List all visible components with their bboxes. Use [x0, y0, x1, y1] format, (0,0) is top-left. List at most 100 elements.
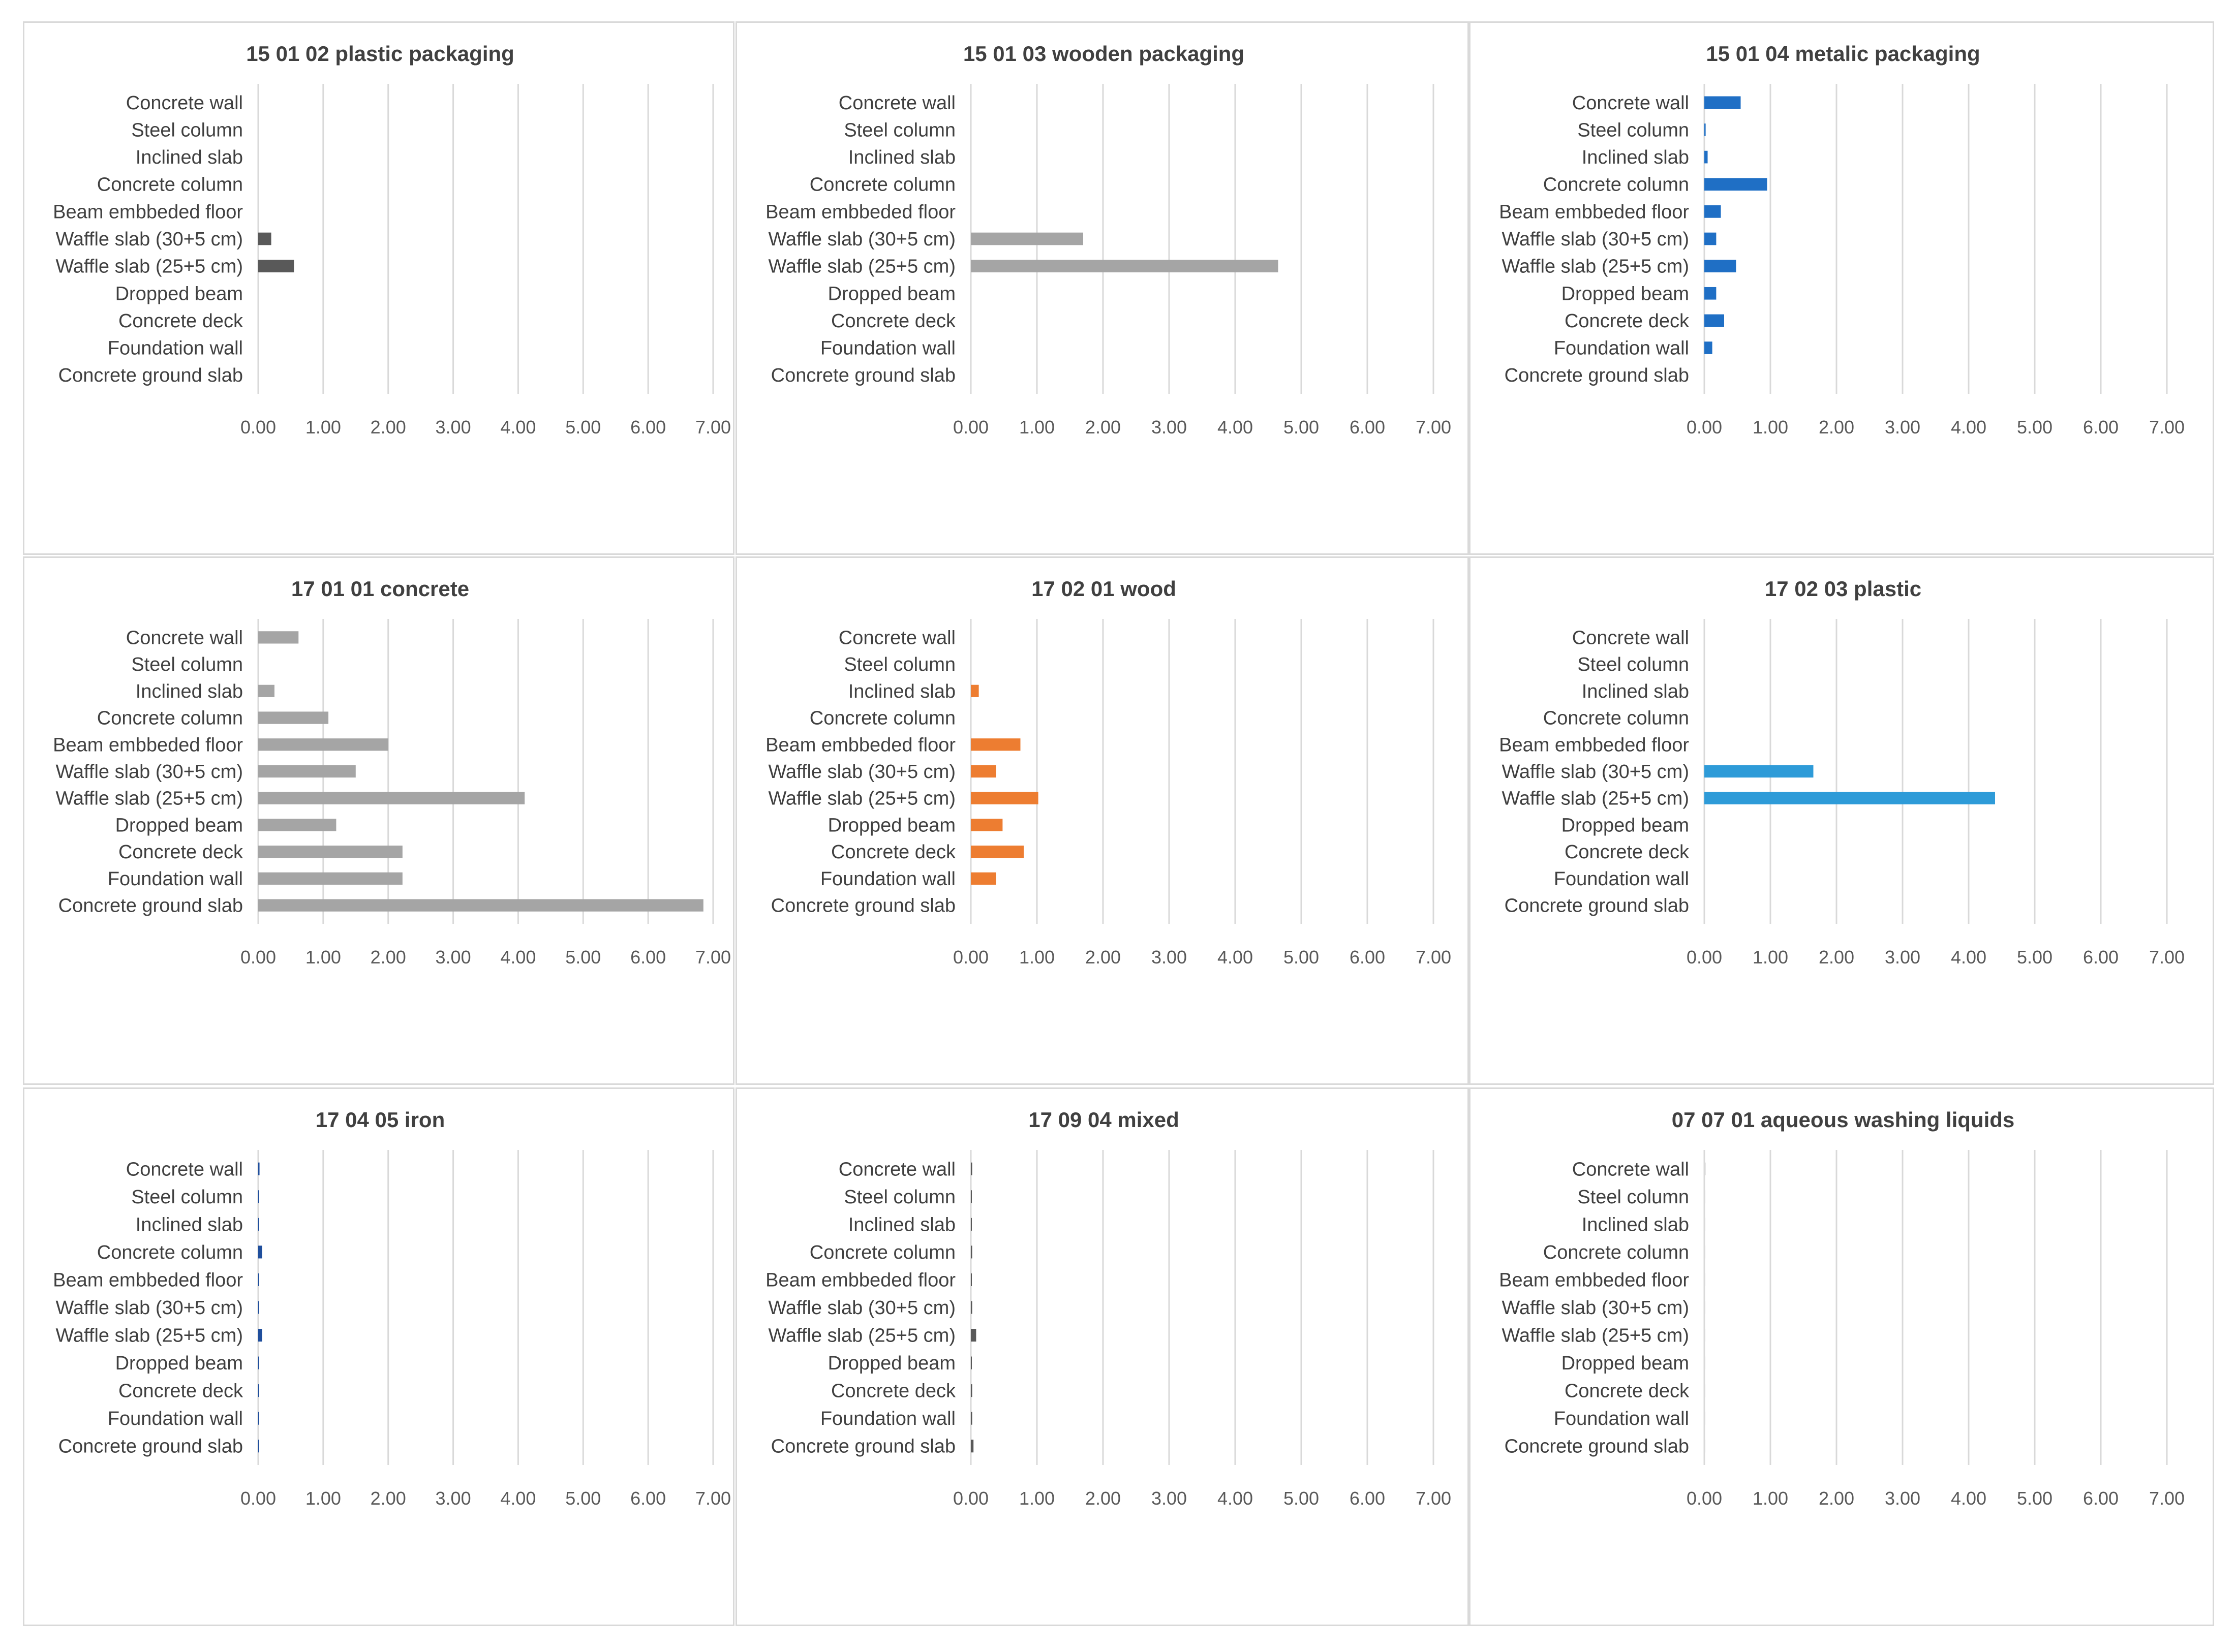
category-label: Waffle slab (25+5 cm) [55, 256, 243, 277]
x-tick-label: 0.00 [240, 947, 276, 968]
category-label: Concrete deck [831, 841, 956, 863]
category-label: Waffle slab (30+5 cm) [768, 761, 956, 783]
x-tick-label: 1.00 [1019, 1488, 1055, 1509]
bar [1704, 1190, 1705, 1203]
category-label: Waffle slab (25+5 cm) [1502, 788, 1689, 809]
category-label: Foundation wall [108, 868, 243, 890]
x-tick-label: 3.00 [1151, 1488, 1187, 1509]
category-label: Dropped beam [828, 1353, 956, 1374]
x-tick-label: 2.00 [1819, 947, 1854, 968]
category-label: Concrete ground slab [58, 1436, 243, 1457]
category-label: Steel column [844, 119, 956, 141]
bar-chart-svg: 15 01 02 plastic packaging Concrete wall S… [53, 42, 731, 438]
category-label: Steel column [131, 654, 243, 675]
bar [258, 684, 274, 697]
x-tick-label: 1.00 [1753, 1488, 1788, 1509]
x-tick-label: 4.00 [500, 417, 536, 438]
chart-panel-2: 15 01 03 wooden packaging Concrete wall St… [736, 21, 1469, 555]
category-label: Concrete column [97, 174, 243, 196]
category-label: Steel column [131, 1187, 243, 1208]
bar [1704, 1245, 1705, 1259]
category-label: Foundation wall [820, 1408, 956, 1429]
category-label: Steel column [1577, 654, 1689, 675]
x-tick-label: 7.00 [695, 417, 731, 438]
bar [971, 872, 996, 885]
bar [258, 1412, 259, 1425]
bar-chart-svg: 17 01 01 concrete Concrete wall Steel colu… [53, 577, 731, 968]
x-tick-label: 7.00 [695, 947, 731, 968]
chart-panel-1: 15 01 02 plastic packaging Concrete wall S… [23, 21, 734, 555]
category-label: Waffle slab (30+5 cm) [1502, 1297, 1689, 1319]
category-label: Concrete deck [831, 1381, 956, 1402]
bar [971, 1329, 976, 1342]
category-label: Concrete wall [1572, 627, 1689, 648]
x-tick-label: 5.00 [565, 417, 601, 438]
x-tick-label: 5.00 [1283, 1488, 1319, 1509]
bar [971, 1218, 972, 1231]
x-tick-label: 6.00 [2083, 417, 2119, 438]
category-label: Waffle slab (30+5 cm) [1502, 229, 1689, 250]
category-label: Beam embbeded floor [765, 1269, 956, 1291]
category-label: Beam embbeded floor [1499, 201, 1689, 223]
category-label: Concrete wall [839, 627, 956, 648]
category-label: Foundation wall [1554, 1408, 1689, 1429]
category-label: Beam embbeded floor [53, 201, 243, 223]
category-label: Foundation wall [820, 868, 956, 890]
x-tick-label: 5.00 [1283, 947, 1319, 968]
bar [1704, 341, 1712, 354]
chart-title: 15 01 03 wooden packaging [963, 42, 1244, 66]
bar-chart-svg: 17 09 04 mixed Concrete wall Steel column I… [765, 1108, 1451, 1509]
chart-title: 07 07 01 aqueous washing liquids [1672, 1108, 2015, 1132]
chart-title: 17 09 04 mixed [1028, 1108, 1179, 1132]
x-tick-label: 2.00 [371, 1488, 406, 1509]
x-tick-label: 1.00 [305, 947, 341, 968]
bar [971, 738, 1021, 751]
category-label: Concrete ground slab [771, 1436, 956, 1457]
category-label: Inclined slab [1582, 681, 1689, 702]
x-tick-label: 0.00 [1687, 417, 1722, 438]
x-tick-label: 0.00 [1687, 1488, 1722, 1509]
x-tick-label: 2.00 [371, 417, 406, 438]
x-tick-label: 4.00 [1217, 417, 1253, 438]
x-tick-label: 6.00 [630, 947, 666, 968]
x-tick-label: 4.00 [1217, 947, 1253, 968]
x-tick-label: 5.00 [1283, 417, 1319, 438]
x-tick-label: 3.00 [1885, 417, 1920, 438]
category-label: Waffle slab (25+5 cm) [1502, 256, 1689, 277]
bar [258, 846, 403, 858]
category-label: Inclined slab [848, 1214, 956, 1235]
x-tick-label: 5.00 [565, 947, 601, 968]
x-tick-label: 3.00 [1151, 417, 1187, 438]
x-tick-label: 3.00 [1885, 947, 1920, 968]
category-label: Steel column [844, 654, 956, 675]
x-tick-label: 6.00 [630, 417, 666, 438]
category-label: Concrete ground slab [1505, 365, 1689, 386]
category-label: Beam embbeded floor [53, 1269, 243, 1291]
x-tick-label: 1.00 [1753, 947, 1788, 968]
bar [971, 1412, 972, 1425]
category-label: Concrete column [810, 174, 956, 196]
chart-title: 17 02 03 plastic [1765, 577, 1921, 601]
category-label: Beam embbeded floor [765, 734, 956, 756]
bar [1704, 1162, 1706, 1175]
x-tick-label: 0.00 [1687, 947, 1722, 968]
x-tick-label: 6.00 [1350, 417, 1385, 438]
bar [258, 819, 336, 831]
category-label: Concrete column [1543, 174, 1689, 196]
x-tick-label: 4.00 [500, 1488, 536, 1509]
category-label: Concrete wall [126, 92, 243, 114]
category-label: Concrete column [97, 1242, 243, 1263]
category-label: Foundation wall [108, 338, 243, 359]
chart-title: 17 04 05 iron [316, 1108, 445, 1132]
bar [971, 792, 1038, 804]
bar [258, 1218, 259, 1231]
category-label: Beam embbeded floor [1499, 1269, 1689, 1291]
category-label: Steel column [131, 119, 243, 141]
category-label: Concrete column [810, 708, 956, 729]
category-label: Steel column [1577, 1187, 1689, 1208]
bar [1704, 150, 1708, 164]
category-label: Concrete wall [126, 627, 243, 648]
bar [971, 1273, 972, 1286]
bar [971, 846, 1024, 858]
chart-panel-6: 17 02 03 plastic Concrete wall Steel colum… [1469, 556, 2214, 1085]
